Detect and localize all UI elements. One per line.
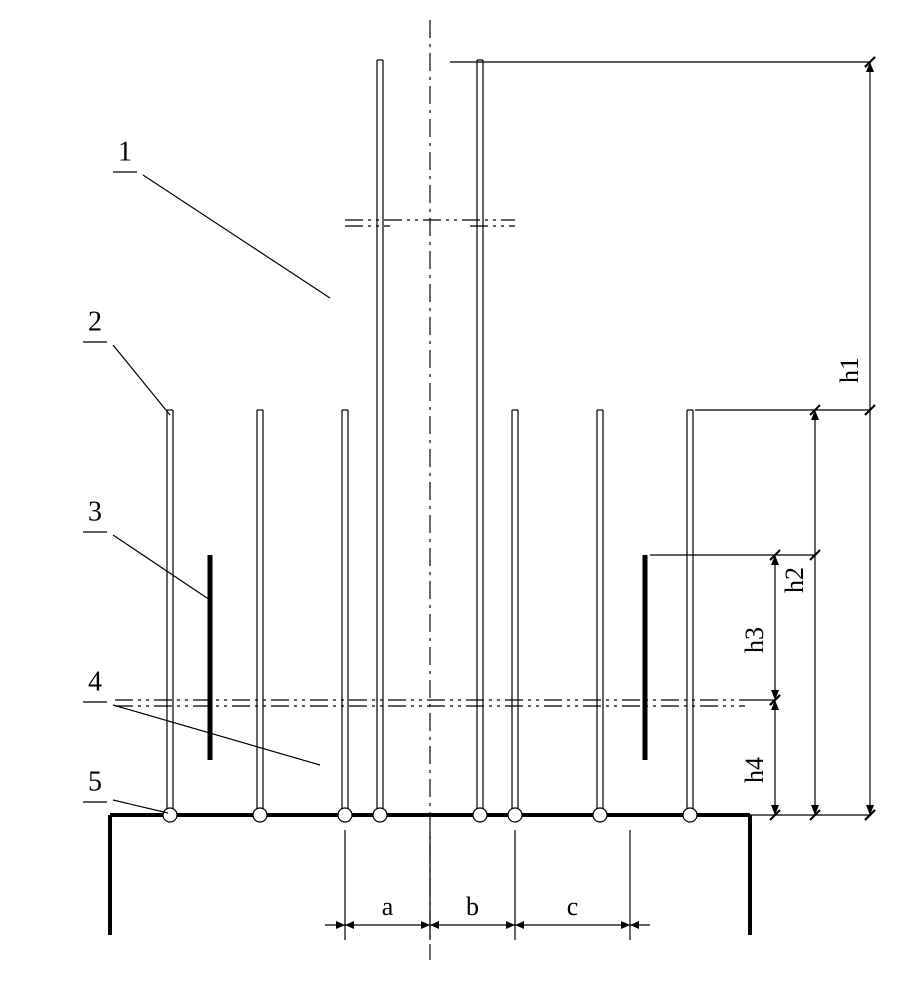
svg-text:3: 3 <box>88 496 102 527</box>
diagram-svg: 1 2 3 4 5 h1 h2 h3 h4 a b c <box>0 0 912 1000</box>
svg-text:1: 1 <box>118 136 132 167</box>
svg-text:h4: h4 <box>740 757 769 783</box>
svg-text:4: 4 <box>88 666 102 697</box>
svg-text:h1: h1 <box>835 357 864 383</box>
svg-text:5: 5 <box>88 766 102 797</box>
svg-text:a: a <box>382 892 394 921</box>
svg-text:c: c <box>567 892 579 921</box>
svg-text:b: b <box>466 892 479 921</box>
svg-text:h2: h2 <box>780 567 809 593</box>
svg-text:2: 2 <box>88 306 102 337</box>
svg-text:h3: h3 <box>740 627 769 653</box>
diagram-canvas: 1 2 3 4 5 h1 h2 h3 h4 a b c <box>0 0 912 1000</box>
